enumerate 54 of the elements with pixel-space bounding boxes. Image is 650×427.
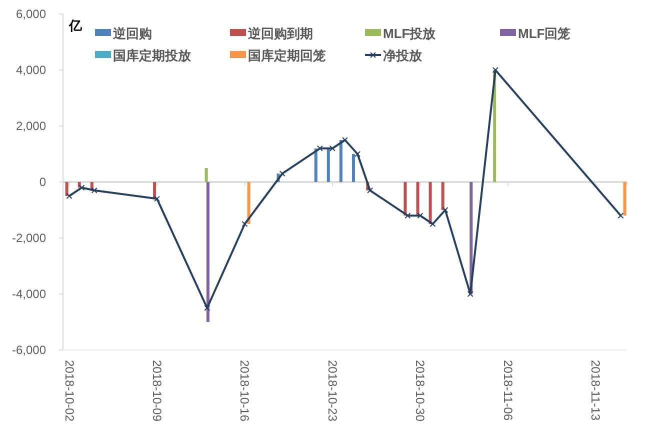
bar: [441, 182, 444, 210]
legend-label: 净投放: [383, 48, 423, 63]
x-tick-label: 2018-10-23: [325, 360, 340, 422]
point: [417, 212, 424, 219]
legend-label: MLF投放: [383, 26, 437, 41]
y-tick-label: -2,000: [12, 231, 46, 245]
point: [442, 207, 448, 213]
point: [342, 137, 348, 143]
legend-label: 逆回购: [112, 26, 152, 41]
x-tick-label: 2018-11-06: [500, 360, 515, 421]
y-axis-title: 亿: [68, 18, 83, 33]
x-tick-label: 2018-10-30: [413, 360, 428, 422]
bar: [206, 182, 210, 322]
bar: [339, 140, 342, 182]
point: [367, 187, 374, 194]
point: [242, 221, 248, 227]
bar: [314, 148, 318, 182]
bar: [204, 168, 208, 182]
point: [66, 193, 72, 199]
bar: [404, 182, 407, 216]
point: [618, 212, 624, 219]
legend-label: 国库定期回笼: [248, 48, 326, 63]
point: [279, 170, 286, 177]
bar: [247, 182, 250, 224]
point: [78, 184, 85, 191]
point: [154, 196, 160, 202]
point: [316, 145, 323, 152]
x-tick-label: 2018-11-13: [588, 360, 603, 421]
point: [467, 291, 474, 297]
point: [329, 145, 336, 152]
point: [204, 305, 210, 311]
legend-label: 逆回购到期: [247, 26, 313, 41]
y-tick-label: -4,000: [12, 287, 46, 301]
legend-label: 国库定期投放: [113, 48, 192, 63]
y-tick-label: 4,000: [16, 63, 46, 77]
x-tick-label: 2018-10-16: [238, 360, 252, 422]
y-tick-label: 6,000: [16, 7, 46, 21]
y-tick-label: -6,000: [12, 343, 46, 357]
bar: [428, 182, 432, 224]
point: [354, 151, 361, 157]
y-tick-label: 2,000: [16, 119, 46, 133]
point: [430, 221, 436, 227]
bar: [352, 154, 355, 182]
bar: [65, 182, 68, 196]
bar: [326, 148, 330, 182]
x-tick-label: 2018-10-02: [62, 360, 76, 422]
point: [91, 187, 98, 194]
y-tick-label: 0: [39, 175, 46, 189]
bar: [623, 182, 626, 216]
bar: [416, 182, 420, 216]
point: [492, 67, 498, 73]
legend-label: MLF回笼: [518, 26, 571, 41]
point: [404, 212, 411, 219]
x-tick-label: 2018-10-09: [150, 360, 164, 422]
